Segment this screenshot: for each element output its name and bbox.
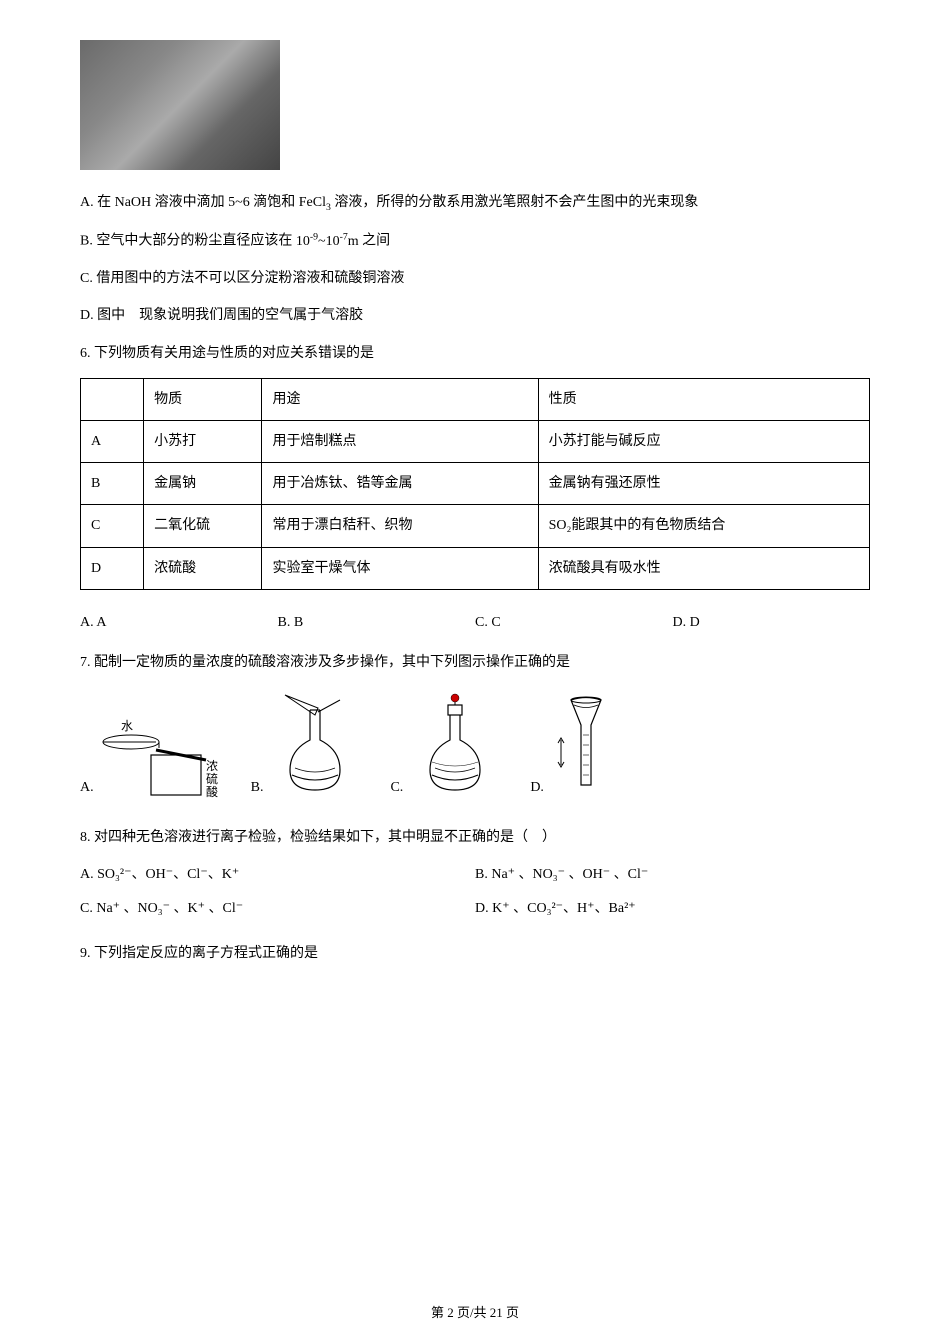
q6-h2: 用途 <box>262 378 538 420</box>
acid-label: 浓 <box>206 759 218 773</box>
acid-label2: 硫 <box>206 771 218 786</box>
q5-b-10a: 10 <box>296 234 310 249</box>
page-footer: 第 2 页/共 21 页 <box>0 1301 950 1324</box>
q8-a-ions: SO₃²⁻、OH⁻、Cl⁻、K⁺ <box>97 867 239 882</box>
q7-label-d: D. <box>530 775 544 800</box>
cell: 实验室干燥气体 <box>262 547 538 589</box>
q6-opt-a: A. A <box>80 610 278 635</box>
q6-opt-c: C. C <box>475 610 673 635</box>
q5-a-sub: 3 <box>326 202 331 213</box>
table-header-row: 物质 用途 性质 <box>81 378 870 420</box>
page: A. 在 NaOH 溶液中滴加 5~6 滴饱和 FeCl3 溶液，所得的分散系用… <box>0 0 950 1344</box>
cell: D <box>81 547 144 589</box>
q8-opt-c: C. Na⁺ 、NO₃⁻ 、K⁺ 、Cl⁻ <box>80 896 475 921</box>
q6-h1: 物质 <box>144 378 262 420</box>
q8-d-ions: K⁺ 、CO₃²⁻、H⁺、Ba²⁺ <box>492 901 636 916</box>
cell: SO₂能跟其中的有色物质结合 <box>538 505 869 547</box>
q7-stem: 7. 配制一定物质的量浓度的硫酸溶液涉及多步操作，其中下列图示操作正确的是 <box>80 650 870 675</box>
q5-b-10b: 10 <box>326 234 340 249</box>
q5-b-sup1: -9 <box>310 231 318 242</box>
q6-opt-b: B. B <box>278 610 476 635</box>
q7-label-b: B. <box>251 775 264 800</box>
table-row: B 金属钠 用于冶炼钛、锆等金属 金属钠有强还原性 <box>81 463 870 505</box>
q7-diagram-d: D. <box>530 690 621 800</box>
cell: 二氧化硫 <box>144 505 262 547</box>
q6-table: 物质 用途 性质 A 小苏打 用于焙制糕点 小苏打能与碱反应 B 金属钠 用于冶… <box>80 378 870 590</box>
q6-h0 <box>81 378 144 420</box>
q7-diagram-c: C. <box>390 690 500 800</box>
q5-b-sup2: -7 <box>340 231 348 242</box>
funnel-tube-diagram-icon <box>551 690 621 800</box>
cell: 金属钠有强还原性 <box>538 463 869 505</box>
q5-option-c: C. 借用图中的方法不可以区分淀粉溶液和硫酸铜溶液 <box>80 266 870 291</box>
q6-h3: 性质 <box>538 378 869 420</box>
q7-diagrams: A. 水 浓 硫 酸 B. <box>80 690 870 800</box>
cell: 浓硫酸 <box>144 547 262 589</box>
cell: 小苏打能与碱反应 <box>538 421 869 463</box>
q6-options: A. A B. B C. C D. D <box>80 610 870 635</box>
q7-diagram-b: B. <box>251 690 361 800</box>
table-row: A 小苏打 用于焙制糕点 小苏打能与碱反应 <box>81 421 870 463</box>
q5-a-fecl: FeCl <box>299 195 326 210</box>
q8-b-ions: Na⁺ 、NO₃⁻ 、OH⁻ 、Cl⁻ <box>491 867 648 882</box>
q5-a-suffix: 溶液，所得的分散系用激光笔照射不会产生图中的光束现象 <box>334 195 698 210</box>
flask-pour-diagram-icon <box>270 690 360 800</box>
q7-label-c: C. <box>390 775 403 800</box>
q8-stem: 8. 对四种无色溶液进行离子检验，检验结果如下，其中明显不正确的是（ ） <box>80 825 870 850</box>
cell: 浓硫酸具有吸水性 <box>538 547 869 589</box>
table-row: D 浓硫酸 实验室干燥气体 浓硫酸具有吸水性 <box>81 547 870 589</box>
cell: 用于冶炼钛、锆等金属 <box>262 463 538 505</box>
dilution-diagram-icon: 水 浓 硫 酸 <box>101 700 221 800</box>
q5-a-formula: FeCl3 <box>299 195 335 210</box>
q8-d-label: D. <box>475 901 489 916</box>
cell: 金属钠 <box>144 463 262 505</box>
q8-row2: C. Na⁺ 、NO₃⁻ 、K⁺ 、Cl⁻ D. K⁺ 、CO₃²⁻、H⁺、Ba… <box>80 896 870 921</box>
q5-b-suffix: 之间 <box>362 234 390 249</box>
q7-label-a: A. <box>80 775 94 800</box>
q5-option-a: A. 在 NaOH 溶液中滴加 5~6 滴饱和 FeCl3 溶液，所得的分散系用… <box>80 190 870 216</box>
q5-option-d: D. 图中 现象说明我们周围的空气属于气溶胶 <box>80 303 870 328</box>
q5-b-unit: m <box>348 234 359 249</box>
cell: B <box>81 463 144 505</box>
q9-stem: 9. 下列指定反应的离子方程式正确的是 <box>80 941 870 966</box>
q6-opt-d: D. D <box>673 610 871 635</box>
q8-a-label: A. <box>80 867 94 882</box>
q7-diagram-a: A. 水 浓 硫 酸 <box>80 700 221 800</box>
q5-b-formula: 10-9~10-7m <box>296 234 362 249</box>
q5-b-prefix: B. 空气中大部分的粉尘直径应该在 <box>80 234 292 249</box>
flask-stopper-diagram-icon <box>410 690 500 800</box>
q5-option-b: B. 空气中大部分的粉尘直径应该在 10-9~10-7m 之间 <box>80 228 870 254</box>
table-row: C 二氧化硫 常用于漂白秸秆、织物 SO₂能跟其中的有色物质结合 <box>81 505 870 547</box>
cell: C <box>81 505 144 547</box>
q8-opt-a: A. SO₃²⁻、OH⁻、Cl⁻、K⁺ <box>80 862 475 887</box>
q8-c-label: C. <box>80 901 93 916</box>
q5-a-prefix: A. 在 NaOH 溶液中滴加 5~6 滴饱和 <box>80 195 295 210</box>
q6-stem: 6. 下列物质有关用途与性质的对应关系错误的是 <box>80 341 870 366</box>
water-label: 水 <box>121 719 133 733</box>
cell: A <box>81 421 144 463</box>
q8-opt-b: B. Na⁺ 、NO₃⁻ 、OH⁻ 、Cl⁻ <box>475 862 870 887</box>
q8-b-label: B. <box>475 867 488 882</box>
q8-c-ions: Na⁺ 、NO₃⁻ 、K⁺ 、Cl⁻ <box>96 901 243 916</box>
q5-b-tilde: ~ <box>318 234 326 249</box>
acid-label3: 酸 <box>206 784 218 799</box>
cell: 常用于漂白秸秆、织物 <box>262 505 538 547</box>
forest-light-image <box>80 40 280 170</box>
cell: 小苏打 <box>144 421 262 463</box>
q8-row1: A. SO₃²⁻、OH⁻、Cl⁻、K⁺ B. Na⁺ 、NO₃⁻ 、OH⁻ 、C… <box>80 862 870 887</box>
cell: 用于焙制糕点 <box>262 421 538 463</box>
q8-opt-d: D. K⁺ 、CO₃²⁻、H⁺、Ba²⁺ <box>475 896 870 921</box>
